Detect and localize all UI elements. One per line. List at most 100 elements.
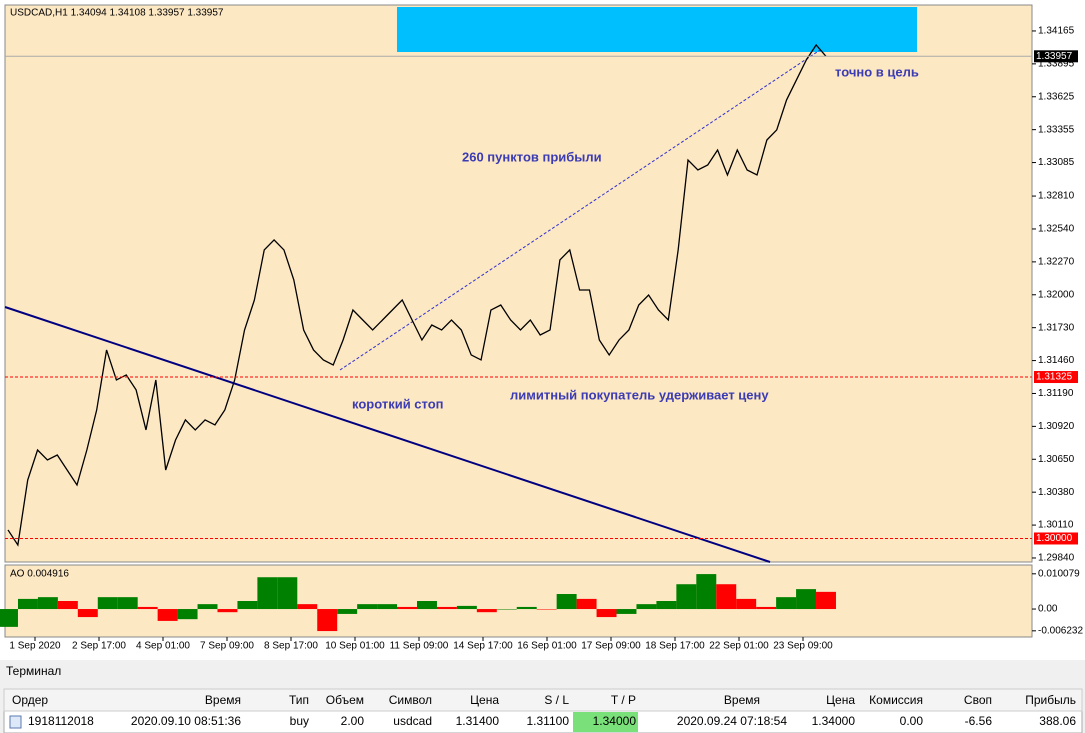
ao-bar	[636, 604, 657, 610]
annotation: 260 пунктов прибыли	[462, 149, 602, 164]
y-tick-label: 1.33895	[1038, 58, 1075, 69]
y-tick-label: 1.34165	[1038, 26, 1075, 37]
trend-line	[4, 306, 771, 563]
level-tag	[1034, 532, 1078, 545]
ao-bar	[0, 609, 18, 627]
level-label: 1.33957	[1036, 51, 1073, 62]
ao-bar	[137, 606, 158, 610]
x-tick-label: 1 Sep 2020	[9, 641, 61, 652]
y-tick-label: 1.33625	[1038, 91, 1075, 102]
y-tick-label: 1.33085	[1038, 157, 1075, 168]
price-panel	[4, 4, 1033, 563]
x-tick-label: 7 Sep 09:00	[200, 641, 254, 652]
ao-bar	[816, 591, 836, 610]
y-tick-label: 1.31190	[1038, 388, 1074, 399]
level-tag	[1034, 50, 1078, 63]
y-tick-label: 1.30920	[1038, 421, 1075, 432]
ao-bar	[796, 589, 817, 610]
table-cell: 1.34000	[593, 714, 637, 728]
y-tick-label: 1.30110	[1038, 520, 1074, 531]
column-header: Своп	[964, 693, 992, 707]
ao-bar	[237, 601, 258, 610]
ao-bar	[17, 598, 38, 610]
ao-bar	[556, 594, 577, 610]
ao-bar	[516, 606, 537, 610]
y-tick-label: 1.32000	[1038, 289, 1075, 300]
x-tick-label: 18 Sep 17:00	[645, 641, 705, 652]
table-cell: 1.34000	[812, 714, 856, 728]
ao-bar	[596, 609, 617, 618]
ao-bar	[696, 574, 717, 610]
ao-bar	[257, 577, 278, 610]
ao-bar	[337, 609, 358, 614]
ao-bar	[97, 597, 118, 610]
table-cell: 1918112018	[28, 714, 94, 728]
ao-bar	[317, 609, 338, 632]
column-header: Цена	[470, 693, 499, 707]
x-tick-label: 10 Sep 01:00	[325, 641, 385, 652]
x-tick-label: 17 Sep 09:00	[581, 641, 641, 652]
y-tick-label: 1.32540	[1038, 224, 1075, 235]
y-tick-label: 0.010079	[1038, 568, 1080, 579]
ao-bar	[277, 577, 298, 610]
trade-line	[339, 49, 821, 371]
ao-bar	[616, 609, 637, 614]
y-tick-label: 1.33355	[1038, 124, 1075, 135]
table-cell: 1.31100	[527, 714, 570, 728]
ao-bar	[217, 609, 238, 613]
tp-cell	[573, 712, 638, 732]
column-header: Время	[724, 693, 760, 707]
x-tick-label: 22 Sep 01:00	[709, 641, 769, 652]
ao-bar	[197, 604, 218, 610]
table-cell: 2.00	[341, 714, 365, 728]
table-cell: usdcad	[393, 714, 432, 728]
ao-panel	[4, 564, 1033, 638]
ao-bar	[756, 606, 777, 610]
x-tick-label: 4 Sep 01:00	[136, 641, 190, 652]
ao-bar	[157, 609, 178, 621]
x-tick-label: 8 Sep 17:00	[264, 641, 318, 652]
price-line	[7, 43, 827, 547]
y-tick-label: 1.30650	[1038, 454, 1075, 465]
level-tag	[1034, 371, 1078, 384]
column-header: Комиссия	[869, 693, 923, 707]
y-tick-label: 1.32810	[1038, 191, 1075, 202]
y-tick-label: 0.00	[1038, 604, 1058, 615]
column-header: Символ	[389, 693, 432, 707]
ao-bar	[117, 597, 138, 610]
ao-bar	[417, 601, 437, 610]
x-tick-label: 11 Sep 09:00	[390, 641, 449, 652]
ao-bar	[496, 609, 517, 610]
y-tick-label: 1.30380	[1038, 487, 1075, 498]
table-cell: 388.06	[1039, 714, 1076, 728]
column-header: T / P	[611, 693, 636, 707]
ao-bar	[37, 597, 58, 610]
table-cell: 1.31400	[456, 714, 500, 728]
y-tick-label: 1.32270	[1038, 257, 1075, 268]
target-zone	[397, 7, 917, 52]
table-header	[3, 688, 1083, 712]
y-tick-label: 1.29840	[1038, 553, 1075, 564]
ao-bar	[377, 604, 398, 610]
level-label: 1.31325	[1036, 372, 1073, 383]
x-tick-label: 14 Sep 17:00	[453, 641, 513, 652]
y-tick-label: 1.31730	[1038, 322, 1075, 333]
terminal-title: Терминал	[6, 664, 61, 678]
ao-bar	[436, 606, 457, 610]
column-header: Время	[205, 693, 241, 707]
table-cell: 0.00	[900, 714, 924, 728]
table-cell: 2020.09.10 08:51:36	[131, 714, 241, 728]
ao-bar	[397, 606, 417, 610]
ao-bar	[736, 598, 757, 610]
ao-bar	[357, 604, 378, 610]
table-cell: -6.56	[965, 714, 993, 728]
ao-bar	[177, 609, 198, 620]
column-header: S / L	[544, 693, 569, 707]
column-header: Тип	[289, 693, 309, 707]
annotation: точно в цель	[835, 64, 919, 79]
order-icon	[9, 715, 22, 729]
ao-bar	[776, 597, 797, 610]
ao-bar	[676, 584, 697, 610]
x-tick-label: 2 Sep 17:00	[72, 641, 126, 652]
